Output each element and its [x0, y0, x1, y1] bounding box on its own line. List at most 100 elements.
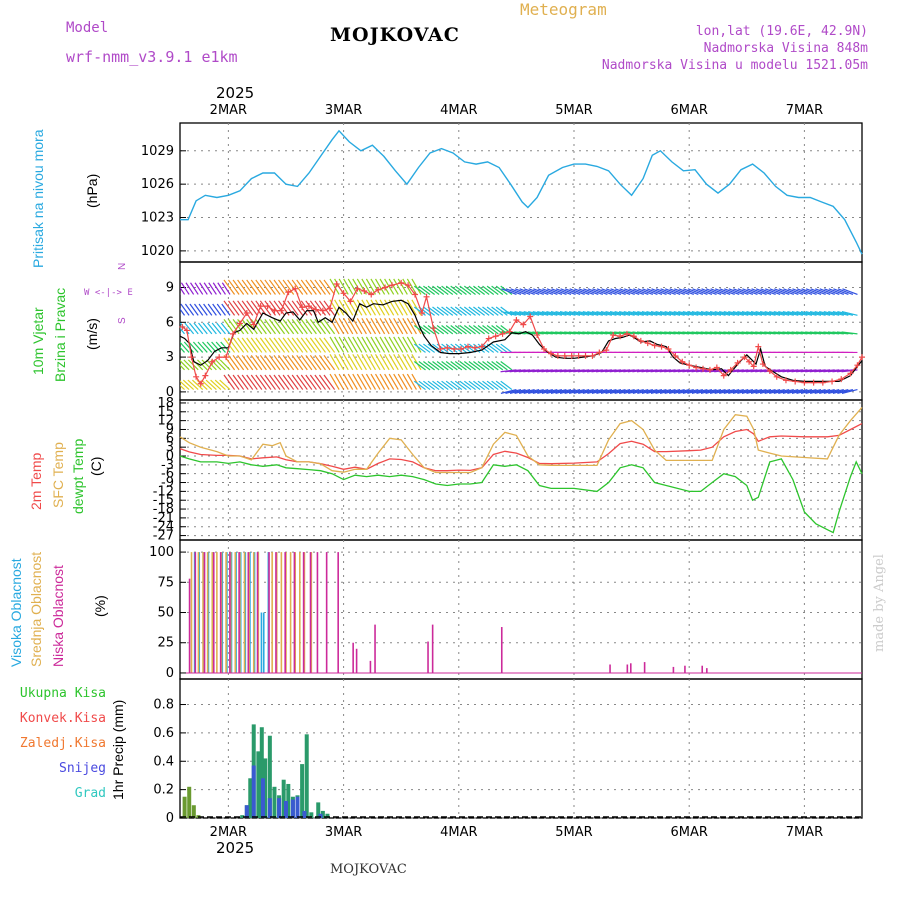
- wind-arrow: [773, 388, 790, 394]
- wind-arrow: [228, 354, 240, 371]
- wind-gust-marker: [582, 352, 589, 359]
- precip-bar-total: [320, 810, 325, 818]
- wind-arrow: [199, 282, 208, 295]
- wind-arrow: [728, 388, 744, 394]
- wind-gust-marker: [458, 345, 465, 352]
- wind-arrow: [423, 360, 435, 371]
- wind-arrow: [237, 279, 249, 295]
- wind-arrow: [750, 388, 767, 394]
- wind-arrow: [356, 318, 367, 335]
- wind-arrow: [477, 380, 490, 391]
- wind-gust-marker: [596, 349, 603, 356]
- precip-bar-snow: [260, 778, 265, 818]
- wind-arrow: [805, 288, 822, 296]
- year-top: 2025: [216, 84, 255, 102]
- wind-arrow: [309, 279, 322, 295]
- wind-arrow: [714, 288, 731, 296]
- wind-arrow: [180, 346, 185, 353]
- wind-gust-marker: [561, 352, 568, 359]
- wind-arrow: [180, 327, 186, 335]
- temp-dewpt-line: [179, 455, 863, 534]
- wind-arrow: [719, 310, 735, 316]
- wind-arrow: [223, 374, 236, 390]
- compass-we: W <-|-> E: [84, 288, 133, 298]
- y-tick-label: -18: [153, 502, 174, 517]
- precip-bar-total: [272, 786, 277, 818]
- wind-arrow: [841, 310, 858, 316]
- wind-arrow: [724, 288, 740, 296]
- wind-arrow: [305, 279, 317, 295]
- wind-arrow: [188, 322, 199, 335]
- wind-arrow: [318, 354, 331, 371]
- wind-arrow: [742, 288, 758, 296]
- x-tick-label-bottom: 7MAR: [786, 825, 823, 840]
- wind-arrow: [197, 341, 208, 353]
- precip-legend-conv: Konvek.Kisa: [19, 711, 106, 726]
- y-tick-label: 1023: [141, 211, 174, 226]
- wind-arrow: [628, 310, 644, 316]
- wind-arrow: [500, 310, 517, 316]
- wind-arrow: [347, 354, 358, 371]
- wind-arrow: [365, 373, 377, 390]
- wind-gust-marker: [398, 279, 405, 286]
- wind-arrow: [746, 288, 763, 296]
- wind-arrow: [221, 303, 231, 316]
- wind-arrow: [463, 343, 476, 353]
- wind-arrow: [495, 380, 508, 391]
- wind-arrow: [737, 288, 754, 296]
- wind-arrow: [187, 379, 199, 391]
- wind-arrow: [696, 388, 713, 394]
- wind-arrow: [450, 360, 463, 371]
- wind-arrow: [468, 380, 481, 391]
- wind-arrow: [273, 337, 286, 353]
- wind-arrow: [473, 306, 485, 316]
- wind-arrow: [374, 373, 386, 390]
- wind-gust-marker: [368, 291, 375, 298]
- wind-arrow: [291, 374, 304, 390]
- wind-arrow: [445, 306, 458, 316]
- wind-gust-marker: [197, 380, 204, 387]
- wind-arrow: [837, 288, 854, 296]
- wind-arrow: [696, 288, 713, 296]
- wind-arrow: [210, 379, 222, 391]
- wind-gust-marker: [686, 362, 693, 369]
- wind-arrow: [759, 310, 776, 316]
- wind-arrow: [192, 379, 204, 391]
- wind-arrow: [347, 336, 358, 353]
- wind-arrow: [352, 354, 363, 371]
- wind-arrow: [468, 306, 481, 316]
- y-tick-label: 0.8: [153, 698, 174, 713]
- wind-arrow: [473, 325, 485, 335]
- wind-arrow: [329, 373, 340, 390]
- wind-arrow: [459, 380, 472, 391]
- precip-bar-total: [182, 796, 187, 818]
- y-tick-label: -15: [153, 493, 174, 508]
- wind-gust-marker: [773, 373, 780, 380]
- wind-arrow: [454, 380, 467, 391]
- y-tick-label: 0.2: [153, 783, 174, 798]
- wind-arrow: [542, 288, 558, 296]
- wind-arrow: [397, 278, 408, 295]
- wind-arrow: [524, 288, 540, 296]
- wind-arrow: [651, 288, 667, 296]
- wind-arrow: [468, 285, 481, 295]
- wind-arrow: [459, 360, 472, 371]
- wind-gust-marker: [375, 286, 382, 293]
- y-tick-label: 15: [157, 405, 174, 420]
- precip-bar-total: [286, 783, 291, 818]
- wind-arrow: [189, 303, 199, 316]
- wind-arrow: [202, 341, 213, 353]
- wind-arrow: [356, 299, 367, 316]
- wind-gust-marker: [541, 345, 548, 352]
- wind-gust-marker: [264, 303, 271, 310]
- wind-arrow: [296, 354, 308, 371]
- wind-arrow: [687, 310, 704, 316]
- wind-gust-marker: [306, 303, 313, 310]
- precip-bar-snow: [277, 798, 282, 818]
- wind-arrow: [578, 388, 594, 394]
- wind-arrow: [459, 325, 472, 335]
- footer-station: MOJKOVAC: [330, 862, 407, 877]
- wind-arrow: [764, 288, 781, 296]
- wind-gust-marker: [755, 343, 762, 350]
- precip-bar-total: [263, 758, 268, 818]
